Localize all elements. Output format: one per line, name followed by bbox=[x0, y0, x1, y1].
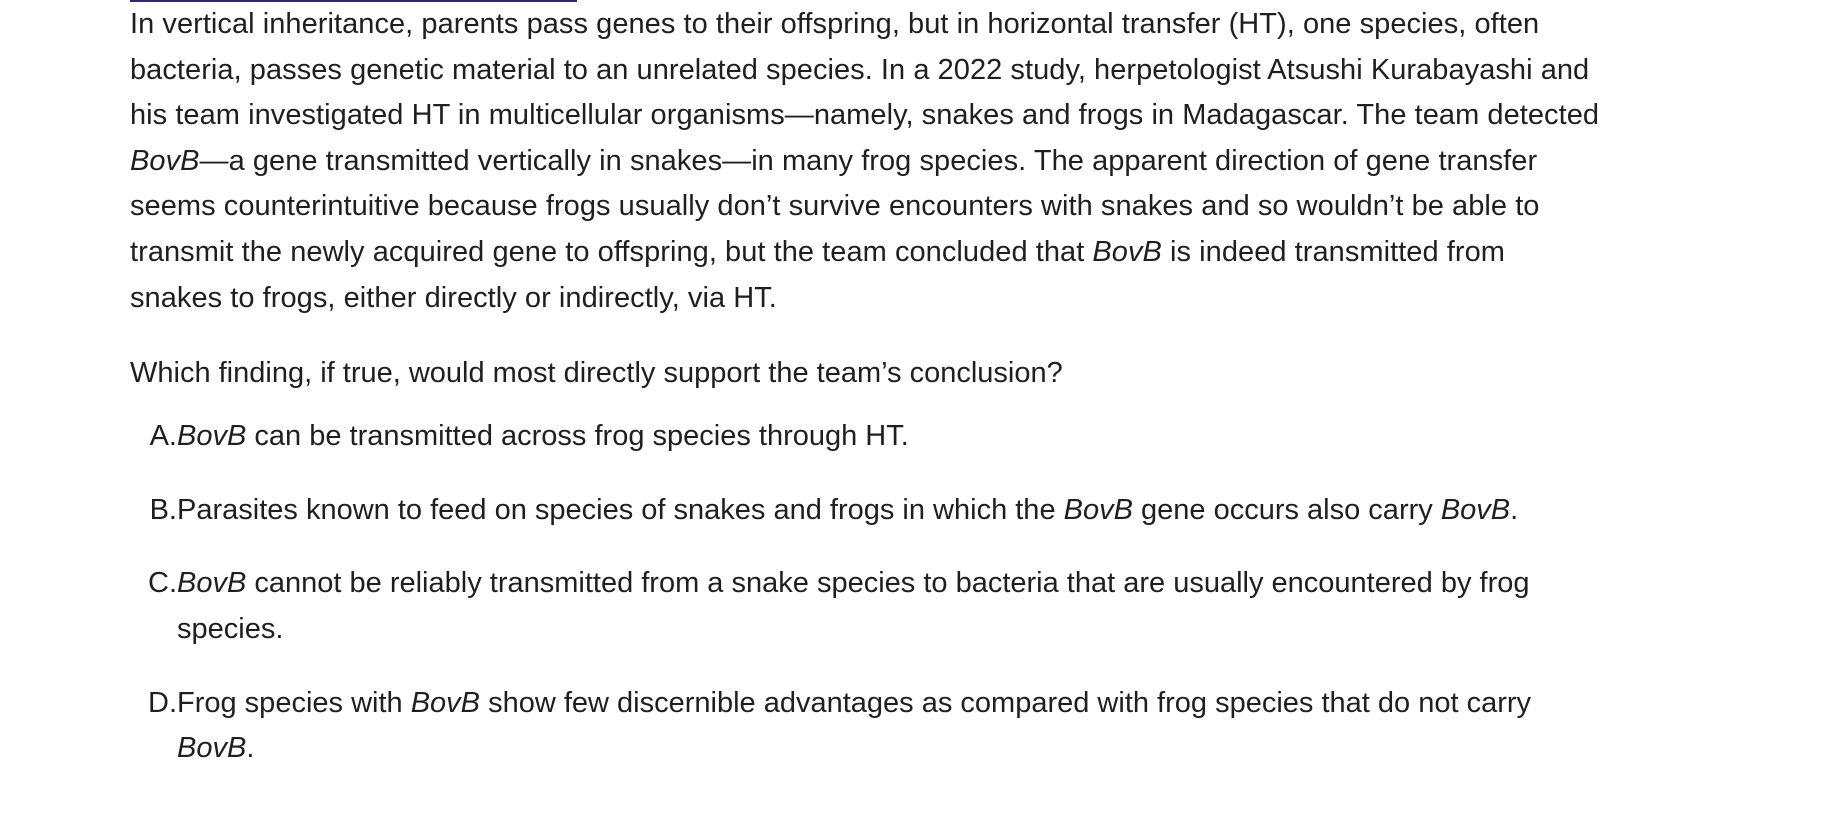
gene-name: BovB bbox=[1440, 493, 1511, 526]
choice-text: Parasites known to feed on species of sn… bbox=[177, 488, 1730, 534]
text-segment: transmit the newly acquired gene to offs… bbox=[130, 235, 1093, 268]
choice-letter: B. bbox=[149, 493, 177, 526]
text-segment: . bbox=[1510, 493, 1519, 526]
text-segment: Frog species with bbox=[177, 686, 411, 719]
choice-text: BovB cannot be reliably transmitted from… bbox=[177, 561, 1730, 652]
choice-letter: C. bbox=[148, 567, 177, 600]
choice-line: species. bbox=[177, 607, 1730, 653]
text-segment: Parasites known to feed on species of sn… bbox=[177, 493, 1064, 526]
passage-line: snakes to frogs, either directly or indi… bbox=[130, 276, 1730, 322]
passage-line: In vertical inheritance, parents pass ge… bbox=[130, 2, 1730, 48]
text-segment: species. bbox=[177, 612, 284, 645]
gene-name: BovB bbox=[177, 732, 247, 765]
gene-name: BovB bbox=[1063, 493, 1133, 526]
text-segment: . bbox=[246, 732, 255, 765]
text-segment: seems counterintuitive because frogs usu… bbox=[130, 190, 1540, 223]
question-prompt: Which finding, if true, would most direc… bbox=[130, 357, 1063, 390]
passage-line: seems counterintuitive because frogs usu… bbox=[130, 184, 1730, 230]
choice-line: BovB. bbox=[177, 726, 1730, 772]
gene-name: BovB bbox=[177, 420, 247, 453]
choice-letter: A. bbox=[149, 420, 177, 453]
choice-line: Parasites known to feed on species of sn… bbox=[177, 488, 1730, 534]
answer-choice-a[interactable]: A. BovB can be transmitted across frog sp… bbox=[130, 414, 1730, 460]
choice-line: BovB cannot be reliably transmitted from… bbox=[177, 561, 1730, 607]
passage-line: BovB—a gene transmitted vertically in sn… bbox=[130, 139, 1730, 185]
text-segment: —a gene transmitted vertically in snakes… bbox=[199, 144, 1538, 177]
text-segment: show few discernible advantages as compa… bbox=[480, 686, 1532, 719]
choice-text: Frog species with BovB show few discerni… bbox=[177, 681, 1730, 772]
text-segment: snakes to frogs, either directly or indi… bbox=[130, 281, 777, 314]
gene-name: BovB bbox=[1092, 235, 1162, 268]
answer-choice-c[interactable]: C. BovB cannot be reliably transmitted fr… bbox=[130, 561, 1730, 652]
text-segment: his team investigated HT in multicellula… bbox=[130, 99, 1600, 132]
gene-name: BovB bbox=[130, 144, 200, 177]
text-segment: cannot be reliably transmitted from a sn… bbox=[246, 567, 1530, 600]
text-segment: is indeed transmitted from bbox=[1161, 235, 1505, 268]
text-segment: bacteria, passes genetic material to an … bbox=[130, 53, 1590, 86]
gene-name: BovB bbox=[177, 567, 247, 600]
gene-name: BovB bbox=[410, 686, 481, 719]
answer-choices: A. BovB can be transmitted across frog sp… bbox=[130, 414, 1730, 772]
passage-line: bacteria, passes genetic material to an … bbox=[130, 48, 1730, 94]
choice-text: BovB can be transmitted across frog spec… bbox=[177, 414, 1730, 460]
question-content: In vertical inheritance, parents pass ge… bbox=[130, 0, 1730, 800]
choice-line: Frog species with BovB show few discerni… bbox=[177, 681, 1730, 727]
passage-line: his team investigated HT in multicellula… bbox=[130, 93, 1730, 139]
text-segment: gene occurs also carry bbox=[1132, 493, 1441, 526]
text-segment: can be transmitted across frog species t… bbox=[246, 420, 909, 453]
answer-choice-d[interactable]: D. Frog species with BovB show few discer… bbox=[130, 681, 1730, 772]
choice-letter: D. bbox=[148, 686, 177, 719]
text-segment: In vertical inheritance, parents pass ge… bbox=[130, 8, 1540, 40]
top-divider-line bbox=[130, 0, 577, 2]
answer-choice-b[interactable]: B. Parasites known to feed on species of … bbox=[130, 488, 1730, 534]
passage: In vertical inheritance, parents pass ge… bbox=[130, 2, 1730, 321]
passage-line: transmit the newly acquired gene to offs… bbox=[130, 230, 1730, 276]
choice-line: BovB can be transmitted across frog spec… bbox=[177, 414, 1730, 460]
